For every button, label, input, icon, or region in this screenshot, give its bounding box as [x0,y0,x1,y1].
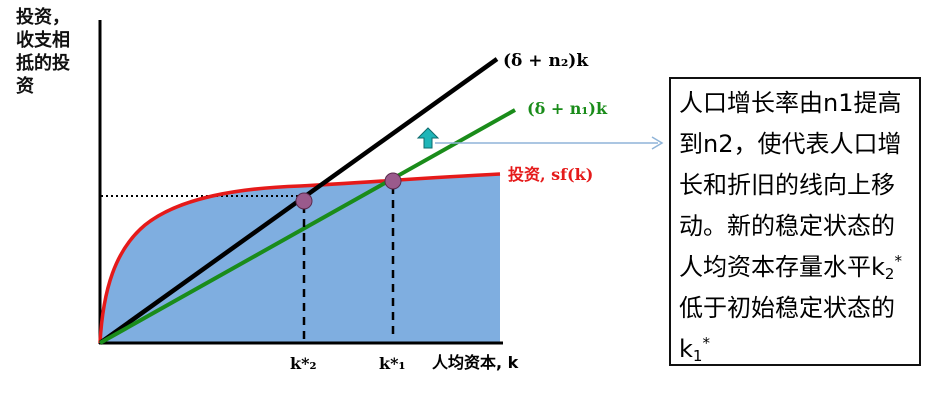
tick-label-k2: k*₂ [290,354,316,373]
arrow-up-icon [416,127,440,149]
note-k2-subscript: 2 [884,265,895,283]
label-line-n2: (δ + n₂)k [503,51,589,71]
y-axis-label-line: 抵的投 [16,53,70,74]
tick-label-k1: k*₁ [379,354,405,373]
steady-state-point-k1 [384,172,402,190]
y-axis-label-line: 投资， [16,7,70,28]
label-line-n1: (δ + n₁)k [527,99,608,118]
steady-state-point-k2 [295,192,313,210]
explanation-note: 人口增长率由n1提高到n2，使代表人口增长和折旧的线向上移动。新的稳定状态的人均… [669,77,921,366]
label-investment: 投资, sf(k) [508,165,593,184]
connector-arrowhead-icon [651,136,664,150]
x-axis-label: 人均资本, k [432,353,519,372]
investment-curve [98,172,501,344]
note-k2-star: * [894,252,902,270]
note-text-middle: 低于初始稳定状态的k [679,294,895,363]
y-axis-label-line: 资 [16,76,34,97]
line-n1 [99,108,516,345]
y-axis-label-line: 收支相 [16,30,70,51]
investment-shaded-area [100,174,500,343]
note-k1-star: * [702,334,710,352]
note-k1-subscript: 1 [692,347,703,365]
note-text-main: 人口增长率由n1提高到n2，使代表人口增长和折旧的线向上移动。新的稳定状态的人均… [679,89,902,281]
y-axis-label: 投资， 收支相 抵的投 资 [16,6,96,98]
